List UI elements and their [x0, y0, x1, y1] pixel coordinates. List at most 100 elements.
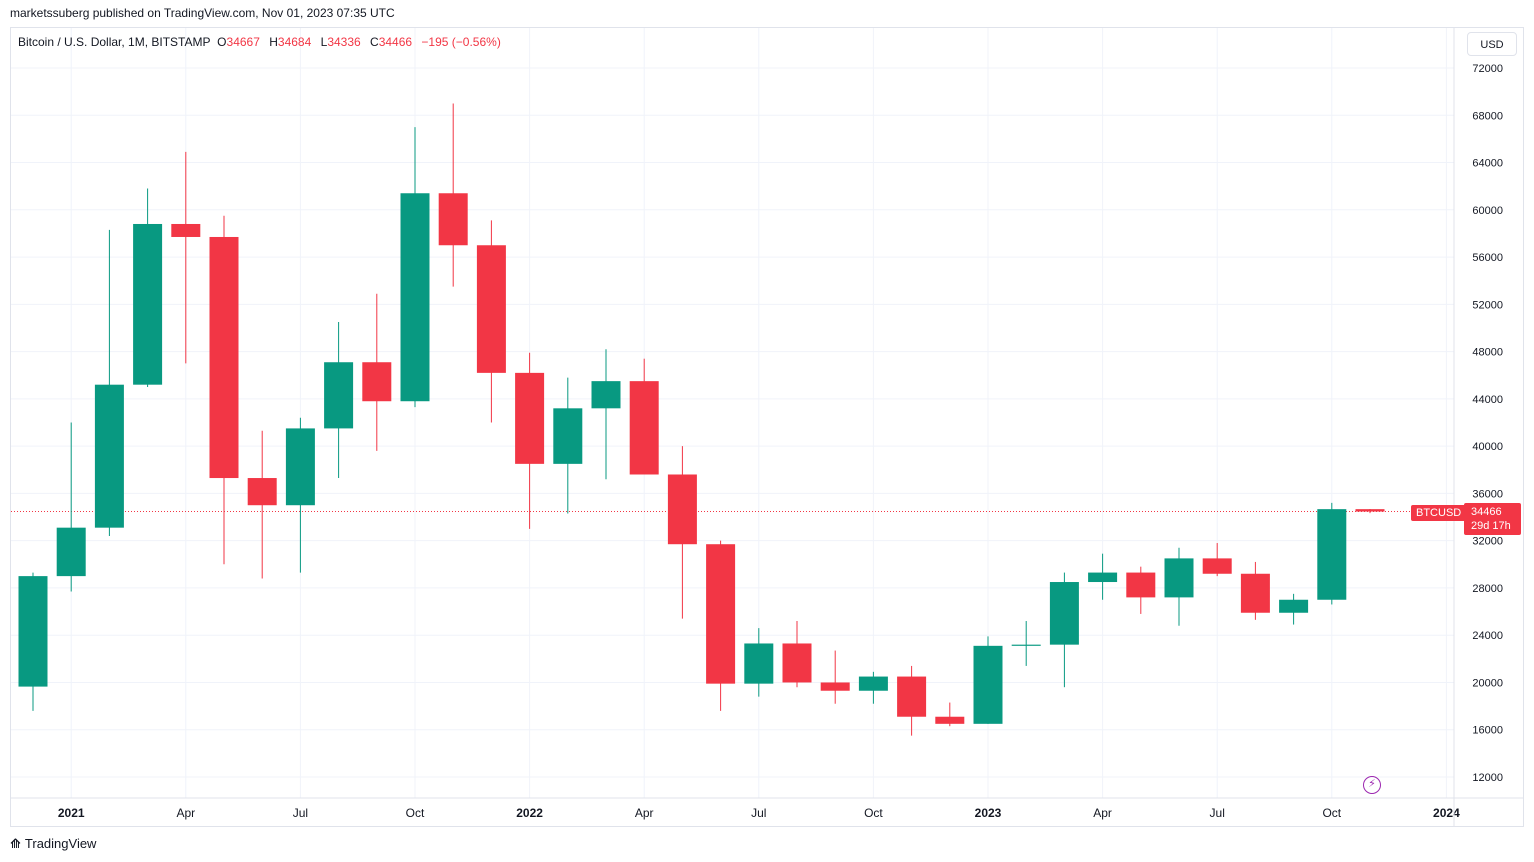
- symbol-price-tag: BTCUSD: [1411, 505, 1467, 521]
- candle-body: [438, 193, 468, 246]
- x-tick-label: 2021: [58, 806, 85, 820]
- footer-branding: ⟰ TradingView: [10, 836, 96, 852]
- candle-body: [1317, 509, 1347, 600]
- legend-low-value: 34336: [327, 35, 361, 49]
- currency-button[interactable]: USD: [1467, 32, 1517, 56]
- candle-body: [553, 408, 583, 464]
- legend-close-key: C: [370, 35, 379, 49]
- candle-body: [744, 643, 774, 684]
- candle-body: [94, 384, 124, 528]
- candle: [1202, 543, 1232, 577]
- candle-body: [820, 682, 850, 691]
- candle-body: [56, 527, 86, 577]
- candle-body: [171, 223, 201, 237]
- y-tick-label: 48000: [1472, 347, 1503, 359]
- legend-open-value: 34667: [226, 35, 260, 49]
- candle-body: [476, 245, 506, 373]
- tradingview-logo-icon: ⟰: [10, 836, 21, 851]
- candle: [324, 322, 354, 479]
- y-tick-label: 52000: [1472, 299, 1503, 311]
- y-tick-label: 72000: [1472, 63, 1503, 75]
- y-tick-label: 44000: [1472, 394, 1503, 406]
- candle: [476, 220, 506, 423]
- candle-body: [1279, 599, 1309, 613]
- candle: [209, 215, 239, 565]
- x-tick-label: Apr: [1093, 806, 1112, 820]
- candle-body: [629, 381, 659, 475]
- chart-legend: Bitcoin / U.S. Dollar, 1M, BITSTAMP O346…: [18, 35, 507, 49]
- y-tick-label: 16000: [1472, 725, 1503, 737]
- candle: [973, 636, 1003, 724]
- candle-body: [858, 676, 888, 691]
- candle: [667, 446, 697, 619]
- y-tick-label: 64000: [1472, 158, 1503, 170]
- last-price-tag: 34466 29d 17h: [1464, 503, 1521, 535]
- candle-body: [973, 645, 1003, 724]
- candle: [1011, 621, 1041, 666]
- candles: [11, 103, 1462, 736]
- candle: [820, 650, 850, 704]
- candle-body: [1049, 582, 1079, 645]
- x-tick-label: Jul: [293, 806, 308, 820]
- x-tick-label: Apr: [635, 806, 654, 820]
- candle: [1317, 502, 1347, 605]
- candle: [553, 377, 583, 514]
- candle: [1240, 561, 1270, 620]
- y-tick-label: 68000: [1472, 110, 1503, 122]
- candle-body: [247, 478, 277, 506]
- candle: [1049, 572, 1079, 688]
- candle: [1355, 508, 1385, 514]
- candle-body: [935, 716, 965, 724]
- candle: [1279, 593, 1309, 625]
- x-tick-label: 2023: [975, 806, 1002, 820]
- candle: [1164, 547, 1194, 626]
- x-tick-label: Jul: [1210, 806, 1225, 820]
- candle-body: [897, 676, 927, 717]
- candle: [744, 628, 774, 697]
- candle-body: [782, 643, 812, 683]
- x-tick-label: 2022: [516, 806, 543, 820]
- candle: [247, 430, 277, 579]
- y-tick-label: 56000: [1472, 252, 1503, 264]
- x-tick-label: Jul: [751, 806, 766, 820]
- candle: [1126, 566, 1156, 614]
- candle-body: [400, 193, 430, 402]
- legend-close-value: 34466: [378, 35, 413, 49]
- candle-body: [133, 223, 163, 385]
- last-price-value: 34466: [1471, 506, 1502, 518]
- y-tick-label: 32000: [1472, 536, 1503, 548]
- candle-body: [18, 576, 48, 687]
- chart-frame[interactable]: [10, 27, 1524, 827]
- y-tick-label: 36000: [1472, 488, 1503, 500]
- candle-body: [285, 428, 315, 506]
- candle: [18, 572, 48, 711]
- candle: [400, 127, 430, 408]
- candle: [629, 358, 659, 475]
- candle-body: [1126, 572, 1156, 598]
- candle: [438, 103, 468, 287]
- candle-body: [706, 544, 736, 684]
- candle: [171, 151, 201, 364]
- x-tick-label: Oct: [864, 806, 883, 820]
- y-tick-label: 24000: [1472, 630, 1503, 642]
- lightning-icon[interactable]: ⚡: [1363, 776, 1381, 794]
- legend-change: −195 (−0.56%): [421, 35, 501, 49]
- y-tick-label: 60000: [1472, 205, 1503, 217]
- candle: [897, 665, 927, 736]
- candle-body: [362, 362, 392, 402]
- legend-low-key: L: [320, 35, 328, 49]
- candle: [782, 621, 812, 688]
- candle: [515, 352, 545, 529]
- candle-body: [667, 474, 697, 545]
- legend-high-value: 34684: [277, 35, 312, 49]
- candle: [1088, 553, 1118, 600]
- candle-body: [209, 236, 239, 479]
- candle: [858, 671, 888, 704]
- candle-body: [1202, 558, 1232, 574]
- x-tick-label: Oct: [1322, 806, 1341, 820]
- legend-symbol: Bitcoin / U.S. Dollar, 1M, BITSTAMP: [18, 35, 211, 49]
- footer-brand: TradingView: [24, 836, 97, 851]
- y-tick-label: 20000: [1472, 677, 1503, 689]
- candle-body: [515, 372, 545, 464]
